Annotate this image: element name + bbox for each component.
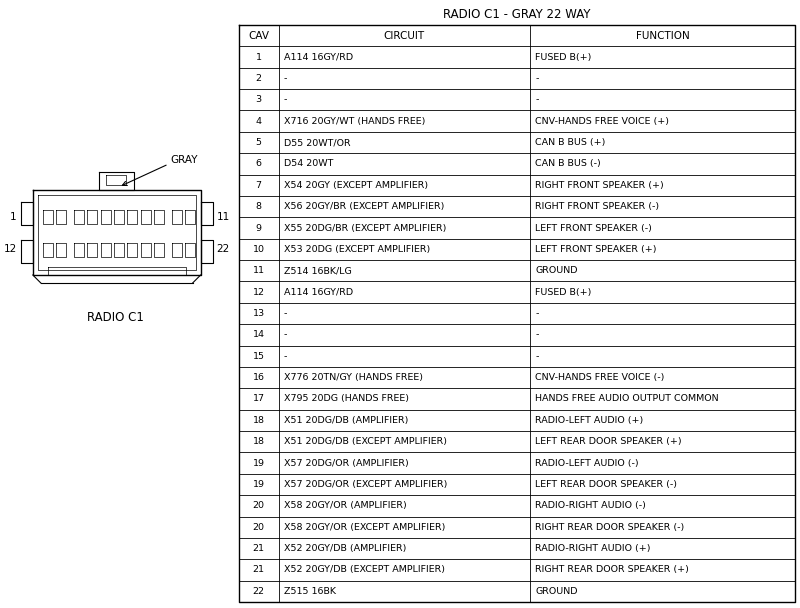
Text: -: - xyxy=(283,309,287,318)
Text: -: - xyxy=(283,74,287,83)
Text: X54 20GY (EXCEPT AMPLIFIER): X54 20GY (EXCEPT AMPLIFIER) xyxy=(283,181,428,190)
Text: CAV: CAV xyxy=(248,30,269,41)
Text: CAN B BUS (-): CAN B BUS (-) xyxy=(535,159,601,168)
Text: RIGHT FRONT SPEAKER (+): RIGHT FRONT SPEAKER (+) xyxy=(535,181,664,190)
Text: -: - xyxy=(283,352,287,361)
Text: X51 20DG/DB (AMPLIFIER): X51 20DG/DB (AMPLIFIER) xyxy=(283,416,408,425)
Text: LEFT FRONT SPEAKER (-): LEFT FRONT SPEAKER (-) xyxy=(535,224,652,232)
Text: X52 20GY/DB (AMPLIFIER): X52 20GY/DB (AMPLIFIER) xyxy=(283,544,406,553)
Text: X58 20GY/OR (AMPLIFIER): X58 20GY/OR (AMPLIFIER) xyxy=(283,502,406,510)
Text: Z514 16BK/LG: Z514 16BK/LG xyxy=(283,266,351,275)
Text: D54 20WT: D54 20WT xyxy=(283,159,333,168)
Text: LEFT FRONT SPEAKER (+): LEFT FRONT SPEAKER (+) xyxy=(535,245,657,254)
Text: 19: 19 xyxy=(253,480,265,489)
Text: CIRCUIT: CIRCUIT xyxy=(384,30,425,41)
Text: 14: 14 xyxy=(253,330,265,339)
Text: LEFT REAR DOOR SPEAKER (+): LEFT REAR DOOR SPEAKER (+) xyxy=(535,437,682,446)
Text: 5: 5 xyxy=(255,138,262,147)
Text: 12: 12 xyxy=(253,288,265,297)
Text: FUSED B(+): FUSED B(+) xyxy=(535,52,592,61)
Text: X776 20TN/GY (HANDS FREE): X776 20TN/GY (HANDS FREE) xyxy=(283,373,422,382)
Text: CAN B BUS (+): CAN B BUS (+) xyxy=(535,138,606,147)
Text: 12: 12 xyxy=(3,244,17,255)
Text: -: - xyxy=(535,95,538,105)
Text: D55 20WT/OR: D55 20WT/OR xyxy=(283,138,350,147)
Text: RADIO C1 - GRAY 22 WAY: RADIO C1 - GRAY 22 WAY xyxy=(443,8,590,21)
Text: 21: 21 xyxy=(253,565,265,575)
Text: X53 20DG (EXCEPT AMPLIFIER): X53 20DG (EXCEPT AMPLIFIER) xyxy=(283,245,430,254)
Text: X51 20DG/DB (EXCEPT AMPLIFIER): X51 20DG/DB (EXCEPT AMPLIFIER) xyxy=(283,437,446,446)
Text: 22: 22 xyxy=(217,244,230,255)
Text: LEFT REAR DOOR SPEAKER (-): LEFT REAR DOOR SPEAKER (-) xyxy=(535,480,678,489)
Text: 11: 11 xyxy=(253,266,265,275)
Text: GROUND: GROUND xyxy=(535,587,578,596)
Text: 2: 2 xyxy=(255,74,262,83)
Text: 16: 16 xyxy=(253,373,265,382)
Text: 3: 3 xyxy=(255,95,262,105)
Text: 21: 21 xyxy=(253,544,265,553)
Text: 19: 19 xyxy=(253,458,265,468)
Text: RIGHT FRONT SPEAKER (-): RIGHT FRONT SPEAKER (-) xyxy=(535,202,659,211)
Text: A114 16GY/RD: A114 16GY/RD xyxy=(283,288,353,297)
Text: -: - xyxy=(283,95,287,105)
Text: 1: 1 xyxy=(10,212,17,222)
Text: -: - xyxy=(535,352,538,361)
Text: GROUND: GROUND xyxy=(535,266,578,275)
Text: 15: 15 xyxy=(253,352,265,361)
Text: 17: 17 xyxy=(253,395,265,404)
Text: X795 20DG (HANDS FREE): X795 20DG (HANDS FREE) xyxy=(283,395,409,404)
Text: 10: 10 xyxy=(253,245,265,254)
Text: 6: 6 xyxy=(255,159,262,168)
Text: X58 20GY/OR (EXCEPT AMPLIFIER): X58 20GY/OR (EXCEPT AMPLIFIER) xyxy=(283,523,445,532)
Text: -: - xyxy=(535,74,538,83)
Text: 20: 20 xyxy=(253,523,265,532)
Text: 18: 18 xyxy=(253,416,265,425)
Text: X56 20GY/BR (EXCEPT AMPLIFIER): X56 20GY/BR (EXCEPT AMPLIFIER) xyxy=(283,202,444,211)
Text: RIGHT REAR DOOR SPEAKER (-): RIGHT REAR DOOR SPEAKER (-) xyxy=(535,523,685,532)
Text: 13: 13 xyxy=(253,309,265,318)
Text: A114 16GY/RD: A114 16GY/RD xyxy=(283,52,353,61)
Text: -: - xyxy=(283,330,287,339)
Text: CNV-HANDS FREE VOICE (+): CNV-HANDS FREE VOICE (+) xyxy=(535,117,670,126)
Text: HANDS FREE AUDIO OUTPUT COMMON: HANDS FREE AUDIO OUTPUT COMMON xyxy=(535,395,719,404)
Text: X57 20DG/OR (AMPLIFIER): X57 20DG/OR (AMPLIFIER) xyxy=(283,458,408,468)
Text: X52 20GY/DB (EXCEPT AMPLIFIER): X52 20GY/DB (EXCEPT AMPLIFIER) xyxy=(283,565,445,575)
Text: RADIO-RIGHT AUDIO (-): RADIO-RIGHT AUDIO (-) xyxy=(535,502,646,510)
Text: FUSED B(+): FUSED B(+) xyxy=(535,288,592,297)
Text: CNV-HANDS FREE VOICE (-): CNV-HANDS FREE VOICE (-) xyxy=(535,373,665,382)
Text: RADIO-LEFT AUDIO (-): RADIO-LEFT AUDIO (-) xyxy=(535,458,639,468)
Text: FUNCTION: FUNCTION xyxy=(636,30,690,41)
Text: RIGHT REAR DOOR SPEAKER (+): RIGHT REAR DOOR SPEAKER (+) xyxy=(535,565,689,575)
Text: Z515 16BK: Z515 16BK xyxy=(283,587,335,596)
Text: 20: 20 xyxy=(253,502,265,510)
Text: 11: 11 xyxy=(217,212,230,222)
Text: 18: 18 xyxy=(253,437,265,446)
Text: GRAY: GRAY xyxy=(170,155,198,165)
Text: 7: 7 xyxy=(255,181,262,190)
Text: 1: 1 xyxy=(255,52,262,61)
Text: 4: 4 xyxy=(255,117,262,126)
Text: RADIO-LEFT AUDIO (+): RADIO-LEFT AUDIO (+) xyxy=(535,416,643,425)
Text: -: - xyxy=(535,309,538,318)
Text: X57 20DG/OR (EXCEPT AMPLIFIER): X57 20DG/OR (EXCEPT AMPLIFIER) xyxy=(283,480,447,489)
Text: X55 20DG/BR (EXCEPT AMPLIFIER): X55 20DG/BR (EXCEPT AMPLIFIER) xyxy=(283,224,446,232)
Text: 22: 22 xyxy=(253,587,265,596)
Text: -: - xyxy=(535,330,538,339)
Text: X716 20GY/WT (HANDS FREE): X716 20GY/WT (HANDS FREE) xyxy=(283,117,425,126)
Text: RADIO C1: RADIO C1 xyxy=(87,311,144,324)
Text: 9: 9 xyxy=(255,224,262,232)
Text: 8: 8 xyxy=(255,202,262,211)
Text: RADIO-RIGHT AUDIO (+): RADIO-RIGHT AUDIO (+) xyxy=(535,544,650,553)
